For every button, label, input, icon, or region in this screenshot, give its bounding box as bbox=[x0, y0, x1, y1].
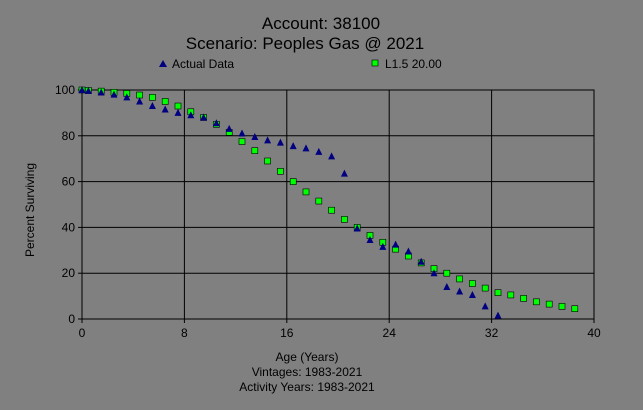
tick-labels: 0 8 16 24 32 40 0 20 40 60 80 100 bbox=[55, 83, 601, 340]
series-layer bbox=[78, 86, 579, 319]
x-tick-label: 8 bbox=[181, 326, 188, 340]
series-actual-data bbox=[78, 86, 502, 319]
triangle-point bbox=[340, 169, 348, 177]
triangle-point bbox=[136, 97, 144, 105]
triangle-point bbox=[443, 282, 451, 290]
y-tick-label: 100 bbox=[55, 83, 75, 97]
triangle-point bbox=[328, 152, 336, 160]
x-tick-label: 0 bbox=[79, 326, 86, 340]
plot-frame bbox=[81, 89, 595, 320]
triangle-point bbox=[212, 119, 220, 127]
triangle-point bbox=[251, 132, 259, 140]
triangle-point bbox=[289, 142, 297, 150]
triangle-point bbox=[78, 86, 86, 93]
triangle-point bbox=[366, 235, 374, 243]
triangle-point bbox=[174, 108, 182, 116]
square-point bbox=[161, 98, 169, 105]
y-axis-label: Percent Surviving bbox=[23, 163, 37, 257]
triangle-point bbox=[110, 90, 118, 98]
legend-label-fitted: L1.5 20.00 bbox=[385, 57, 442, 71]
footnote-activity-years: Activity Years: 1983-2021 bbox=[239, 380, 375, 394]
triangle-point bbox=[148, 102, 156, 110]
triangle-point bbox=[379, 242, 387, 250]
grid bbox=[82, 90, 594, 319]
triangle-point bbox=[264, 136, 272, 144]
x-axis-label: Age (Years) bbox=[276, 350, 339, 364]
chart-subtitle: Scenario: Peoples Gas @ 2021 bbox=[186, 34, 424, 53]
triangle-point bbox=[161, 105, 169, 113]
square-point bbox=[149, 94, 156, 101]
triangle-point bbox=[187, 111, 195, 119]
triangle-point bbox=[392, 240, 400, 248]
y-tick-label: 80 bbox=[62, 129, 76, 143]
triangle-point bbox=[417, 257, 425, 265]
triangle-point bbox=[225, 124, 233, 132]
triangle-point bbox=[302, 144, 310, 152]
square-point bbox=[251, 147, 259, 154]
chart-title: Account: 38100 bbox=[262, 14, 380, 33]
legend: Actual Data L1.5 20.00 bbox=[159, 57, 442, 71]
square-point bbox=[341, 216, 348, 223]
triangle-point bbox=[494, 311, 502, 319]
triangle-point bbox=[315, 147, 323, 155]
triangle-point bbox=[430, 269, 438, 277]
square-point bbox=[315, 197, 323, 205]
triangle-point bbox=[97, 88, 105, 96]
square-point bbox=[136, 91, 143, 99]
square-point bbox=[328, 206, 335, 214]
y-tick-label: 40 bbox=[62, 220, 76, 234]
triangle-point bbox=[404, 247, 412, 255]
triangle-point bbox=[353, 224, 361, 232]
triangle-point bbox=[481, 302, 489, 310]
x-tick-label: 40 bbox=[587, 326, 601, 340]
square-point bbox=[264, 157, 271, 165]
legend-square-marker bbox=[371, 59, 379, 67]
square-point bbox=[494, 289, 502, 296]
x-tick-label: 32 bbox=[485, 326, 499, 340]
square-point bbox=[545, 300, 553, 308]
square-point bbox=[481, 284, 489, 292]
square-point bbox=[469, 280, 476, 287]
triangle-point bbox=[238, 129, 246, 137]
square-point bbox=[289, 178, 297, 185]
x-tick-label: 24 bbox=[383, 326, 397, 340]
triangle-point bbox=[84, 86, 92, 94]
square-point bbox=[238, 138, 246, 145]
triangle-point bbox=[200, 113, 208, 121]
x-tick-label: 16 bbox=[280, 326, 294, 340]
plot-area bbox=[82, 90, 594, 319]
legend-triangle-marker bbox=[159, 60, 167, 67]
square-point bbox=[571, 305, 579, 312]
triangle-point bbox=[456, 287, 464, 295]
triangle-point bbox=[276, 138, 284, 146]
square-point bbox=[533, 298, 540, 306]
square-point bbox=[174, 102, 182, 110]
y-tick-label: 0 bbox=[68, 312, 75, 326]
y-tick-label: 60 bbox=[62, 175, 76, 189]
square-point bbox=[520, 295, 527, 302]
square-point bbox=[558, 303, 566, 310]
legend-label-actual: Actual Data bbox=[172, 57, 234, 71]
square-point bbox=[443, 269, 451, 277]
triangle-point bbox=[468, 290, 476, 298]
square-point bbox=[277, 167, 284, 175]
footnote-vintages: Vintages: 1983-2021 bbox=[252, 365, 363, 379]
y-tick-label: 20 bbox=[62, 266, 76, 280]
square-point bbox=[456, 275, 463, 283]
triangle-point bbox=[123, 93, 131, 101]
square-point bbox=[507, 291, 515, 299]
plot-background bbox=[82, 90, 594, 319]
square-point bbox=[302, 188, 310, 196]
